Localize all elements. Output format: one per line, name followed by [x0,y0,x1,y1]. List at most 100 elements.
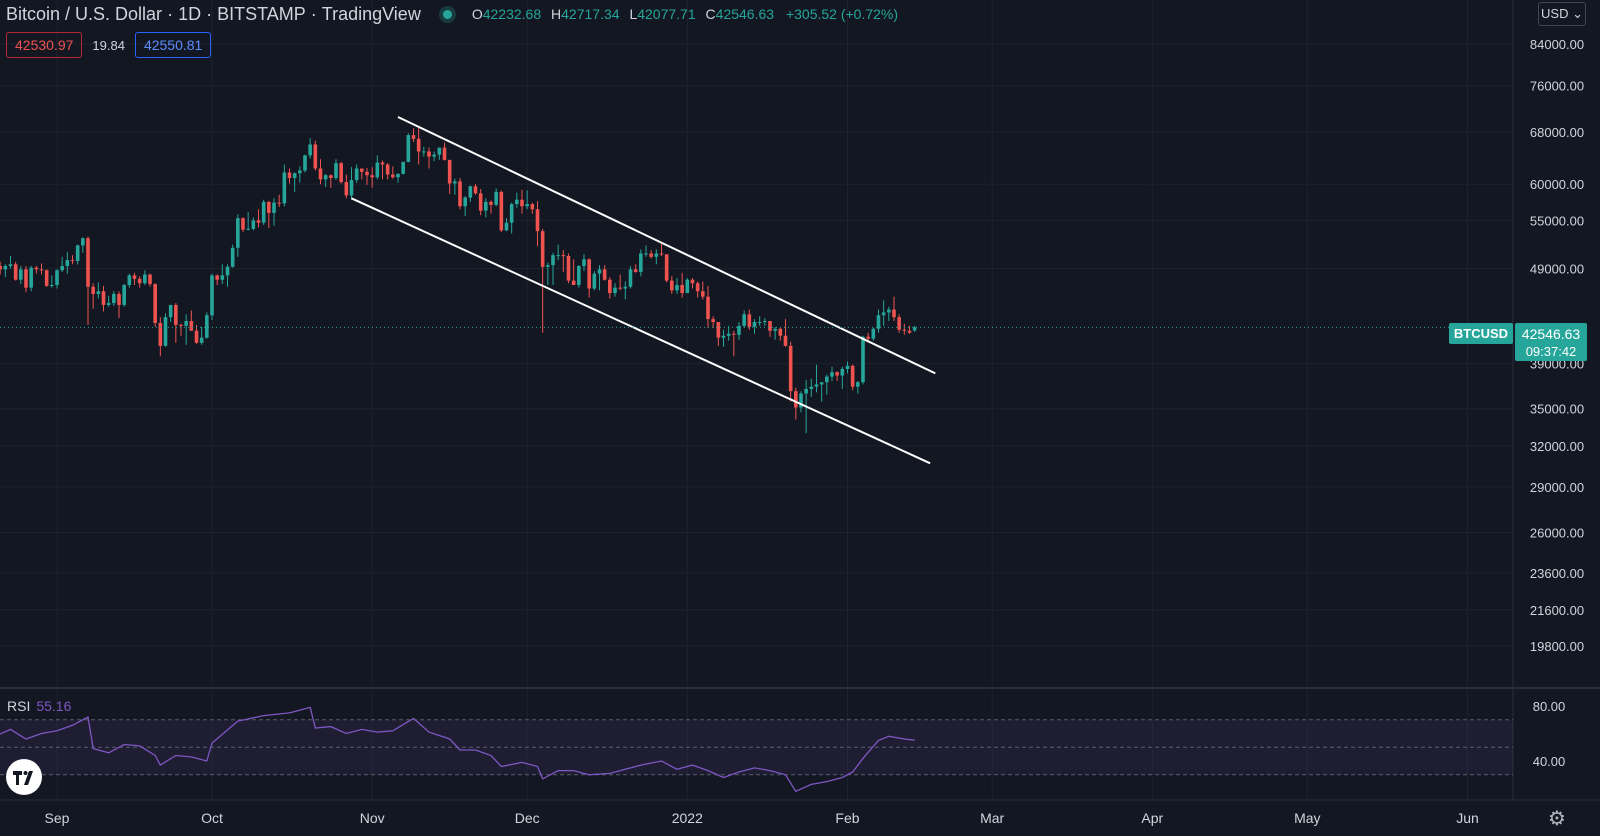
candle-body [499,191,504,231]
candle-body [427,151,431,157]
low-value: 42077.71 [637,6,696,22]
candle-body [86,238,90,287]
candle-body [298,170,302,174]
candle-body [675,285,679,291]
candle-body [701,291,705,297]
rsi-value: 55.16 [36,698,72,714]
candle-body [825,376,829,383]
candle-body [349,180,354,196]
time-tick-label: Mar [980,810,1004,826]
interval-label[interactable]: 1D [178,3,202,24]
symbol-tag-label: BTCUSD [1454,326,1508,341]
candle-body [174,304,178,325]
candle-body [143,274,147,284]
candle-body [706,296,710,320]
candle-body [210,275,214,316]
candle-body [520,199,524,207]
candle-body [236,218,240,248]
price-tick-label: 19800.00 [1530,639,1584,654]
candle-body [34,267,39,270]
buy-button[interactable]: 42550.81 [134,32,212,58]
candle-body [318,168,323,180]
time-tick-label: Sep [45,810,70,826]
candle-body [639,253,643,272]
candle-body [13,264,18,280]
candle-body [261,201,266,223]
candle-body [887,309,891,313]
candle-body [850,365,855,387]
candle-body [277,202,281,204]
candle-body [680,285,684,294]
candle-body [711,319,715,322]
candle-body [623,286,628,289]
currency-selector[interactable]: USD ⌄ [1538,2,1586,26]
price-tick-label: 55000.00 [1530,213,1584,228]
candle-body [406,135,411,162]
candle-body [592,273,597,289]
candle-body [463,197,467,207]
price-axis[interactable]: 84000.00 76000.00 68000.00 60000.00 55000.00… [1530,37,1584,654]
tradingview-logo-icon[interactable] [6,759,42,795]
candle-body [313,144,318,169]
trade-buttons: 42530.97 19.84 42550.81 [6,32,212,58]
candle-body [773,328,777,331]
candle-body [75,245,80,261]
high-value: 42717.34 [561,6,620,22]
candle-body [3,265,8,270]
candle-body [158,322,163,346]
title-separator: · [305,3,322,24]
ohlc-readout: O42232.68 H42717.34 L42077.71 C42546.63 … [471,6,899,22]
candle-body [659,253,664,255]
candle-body [814,384,819,387]
time-axis[interactable]: Sep Oct Nov Dec 2022 Feb Mar Apr May Jun [45,810,1479,826]
candle-body [664,254,669,281]
candle-body [179,324,183,326]
candle-body [489,201,493,205]
change-value: +305.52 (+0.72%) [785,6,899,22]
symbol-title[interactable]: Bitcoin / U.S. Dollar [6,3,163,24]
rsi-legend[interactable]: RSI 55.16 [7,698,71,714]
candle-body [561,255,566,257]
candle-body [530,204,535,210]
channel-lines[interactable] [351,116,936,465]
rsi-pane[interactable]: 80.00 40.00 [0,699,1566,793]
candle-body [360,168,364,172]
candle-body [685,279,690,294]
candle-body [799,393,803,408]
price-tag-box [1515,323,1587,361]
candle-body [721,335,726,338]
candle-body [91,286,95,294]
candle-body [809,386,814,389]
candle-body [695,283,700,292]
candle-body [670,280,674,291]
candle-body [256,220,261,223]
candle-body [396,173,400,178]
price-tag: BTCUSD 42546.63 09:37:42 [1449,323,1587,361]
candle-body [194,330,199,343]
gear-icon[interactable]: ⚙ [1548,808,1566,830]
time-tick-label: Dec [515,810,540,826]
candle-body [633,269,638,272]
time-tick-label: Apr [1141,810,1163,826]
time-tick-label: May [1294,810,1320,826]
candle-body [39,269,44,271]
candle-body [447,159,452,184]
candle-body [29,267,33,288]
sell-button[interactable]: 42530.97 [6,32,83,58]
candle-body [628,269,633,287]
candle-body [241,218,245,230]
candle-body [354,168,359,181]
candle-body [101,291,106,305]
candle-body [768,321,772,331]
candle-body [106,303,111,305]
market-status-icon[interactable] [442,9,452,19]
currency-label: USD [1541,6,1569,21]
price-tick-label: 35000.00 [1530,402,1584,417]
candle-body [752,321,757,327]
candle-body [122,285,126,305]
candle-body [830,372,834,377]
candle-body [778,328,783,336]
candle-body [907,330,912,333]
rsi-tick-label: 80.00 [1533,699,1566,714]
